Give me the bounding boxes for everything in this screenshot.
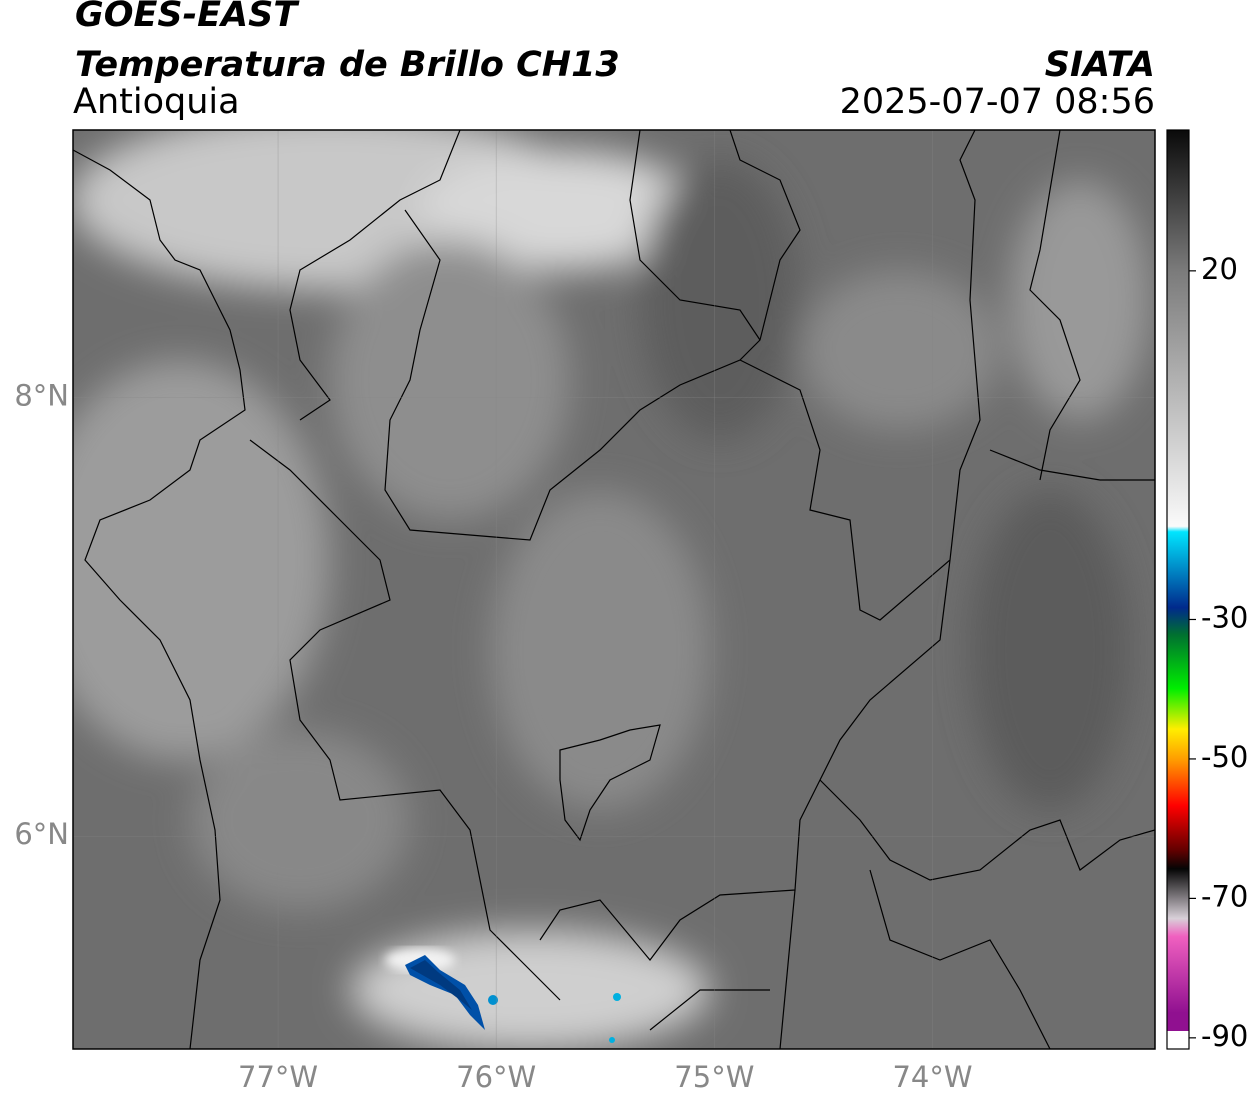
colorbar-tick-label: -90 bbox=[1201, 1019, 1248, 1053]
title: GOES-EAST bbox=[75, 0, 300, 35]
source: SIATA bbox=[1045, 45, 1155, 85]
lon-tick-label: 74°W bbox=[892, 1060, 972, 1094]
colorbar-tick-label: -50 bbox=[1201, 740, 1248, 774]
lon-tick-label: 75°W bbox=[674, 1060, 754, 1094]
colorbar-under bbox=[1167, 1031, 1189, 1049]
colorbar-tick-label: 20 bbox=[1201, 252, 1238, 286]
lat-tick-label: 6°N bbox=[14, 817, 69, 851]
lat-tick-label: 8°N bbox=[14, 379, 69, 413]
colorbar bbox=[1167, 130, 1189, 1031]
map-frame bbox=[72, 129, 1156, 1050]
colorbar-tick-label: -30 bbox=[1201, 600, 1248, 634]
datetime: 2025-07-07 08:56 bbox=[840, 82, 1155, 122]
subtitle: Temperatura de Brillo CH13 bbox=[75, 45, 620, 85]
region: Antioquia bbox=[73, 82, 240, 122]
colorbar-frame bbox=[1166, 129, 1190, 1050]
lon-tick-label: 76°W bbox=[456, 1060, 536, 1094]
lon-tick-label: 77°W bbox=[238, 1060, 318, 1094]
colorbar-tick-label: -70 bbox=[1201, 879, 1248, 913]
satellite-image bbox=[73, 130, 1155, 1049]
